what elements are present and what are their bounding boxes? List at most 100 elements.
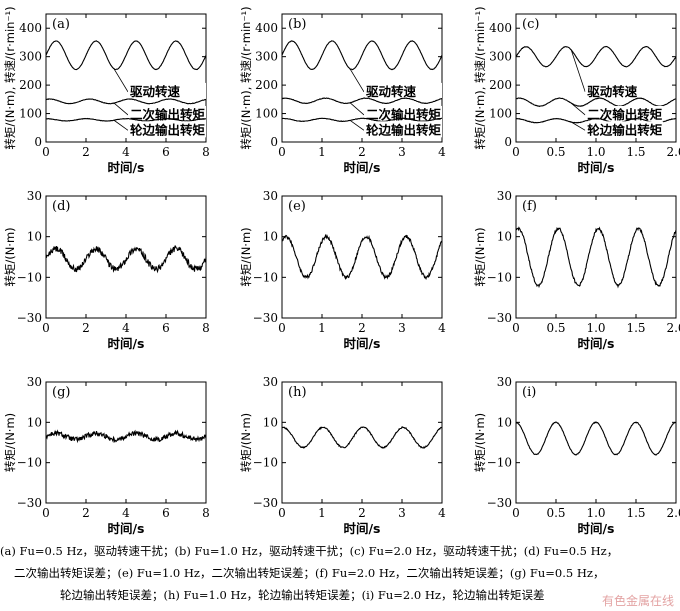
- y-tick-label: 300: [255, 50, 278, 64]
- y-tick-label: 10: [497, 415, 512, 429]
- x-tick-label: 2: [358, 145, 366, 159]
- x-tick-label: 2.0: [666, 321, 680, 335]
- y-tick-label: −10: [487, 456, 512, 470]
- series-line-轮边输出转矩: [46, 117, 207, 122]
- y-tick-label: 30: [27, 375, 42, 389]
- y-tick-label: −10: [487, 270, 512, 284]
- panel-d: 0 2 4 6 8 −30 −10 10 30 时间/s 转矩/(N·m) (d): [3, 189, 210, 351]
- y-tick-label: 30: [263, 189, 278, 203]
- y-tick-label: −10: [17, 456, 42, 470]
- y-axis-label: 转矩/(N·m), 转速/(r·min⁻¹): [473, 6, 487, 149]
- series-line-轮边输出转矩: [281, 117, 443, 123]
- x-tick-label: 2: [358, 321, 366, 335]
- panel-e: 0 1 2 3 4 −30 −10 10 30 时间/s 转矩/(N·m) (e): [239, 189, 446, 351]
- y-tick-label: −30: [17, 496, 42, 510]
- y-tick-label: −30: [253, 496, 278, 510]
- series-label: 轮边输出转矩: [587, 122, 663, 137]
- x-tick-label: 0: [278, 145, 286, 159]
- x-tick-label: 8: [202, 321, 210, 335]
- x-tick-label: 3: [398, 145, 406, 159]
- series-callout-line: [113, 68, 129, 93]
- y-tick-label: 30: [497, 375, 512, 389]
- series-callout-line: [570, 102, 586, 116]
- y-axis-label: 转矩/(N·m): [473, 413, 487, 472]
- y-tick-label: 10: [263, 415, 278, 429]
- y-axis-label: 转矩/(N·m): [239, 227, 253, 286]
- y-tick-label: 400: [19, 21, 42, 35]
- y-tick-label: 300: [489, 50, 512, 64]
- series-label-bg: [585, 105, 664, 122]
- panel-label: (f): [522, 199, 537, 214]
- series-label-bg: [128, 105, 206, 122]
- y-tick-label: 400: [489, 21, 512, 35]
- series-label-bg: [364, 121, 442, 138]
- panel-label: (g): [52, 385, 70, 400]
- x-tick-label: 0.5: [546, 145, 565, 159]
- series-line: [45, 245, 207, 274]
- panel-label: (e): [288, 199, 306, 214]
- y-tick-label: −30: [253, 311, 278, 325]
- x-tick-label: 3: [398, 506, 406, 520]
- series-label: 驱动转速: [587, 84, 638, 99]
- y-tick-label: 10: [27, 230, 42, 244]
- panel-label: (d): [52, 199, 70, 214]
- caption-line-3: 轮边输出转矩误差；(h) Fu=1.0 Hz，轮边输出转矩误差；(i) Fu=2…: [60, 588, 545, 602]
- y-tick-label: 10: [27, 415, 42, 429]
- x-axis-label: 时间/s: [577, 336, 614, 351]
- panel-label: (h): [288, 385, 307, 400]
- series-line: [281, 426, 443, 449]
- x-axis-label: 时间/s: [107, 160, 144, 175]
- x-tick-label: 4: [438, 506, 446, 520]
- panel-a: 0 2 4 6 8 0 100 200 300 400 时间/s 转矩/(N·m), 转速/(r·mi…: [3, 6, 210, 175]
- series-callout-line: [349, 120, 365, 131]
- x-tick-label: 1.5: [626, 321, 645, 335]
- series-callout-line: [113, 102, 129, 116]
- x-tick-label: 1.0: [586, 145, 605, 159]
- series-label: 轮边输出转矩: [366, 122, 442, 137]
- x-tick-label: 0: [512, 506, 520, 520]
- y-axis-label: 转矩/(N·m), 转速/(r·min⁻¹): [3, 6, 17, 149]
- x-tick-label: 0: [278, 321, 286, 335]
- series-line: [516, 421, 676, 456]
- y-tick-label: 200: [255, 78, 278, 92]
- x-tick-label: 1: [318, 145, 326, 159]
- x-tick-label: 0.5: [546, 506, 565, 520]
- x-tick-label: 2.0: [666, 145, 680, 159]
- y-axis-label: 转矩/(N·m): [473, 227, 487, 286]
- series-callout-line: [570, 49, 586, 93]
- series-line-二次输出转矩: [282, 97, 443, 105]
- y-tick-label: −10: [253, 270, 278, 284]
- panel-label: (b): [288, 17, 306, 32]
- series-label-bg: [364, 105, 442, 122]
- x-tick-label: 8: [202, 145, 210, 159]
- series-line: [515, 226, 677, 289]
- caption-line-2: 二次输出转矩误差；(e) Fu=1.0 Hz，二次输出转矩误差；(f) Fu=2…: [14, 566, 605, 580]
- caption-line-1: (a) Fu=0.5 Hz，驱动转速干扰；(b) Fu=1.0 Hz，驱动转速干…: [0, 544, 619, 558]
- x-tick-label: 0: [512, 145, 520, 159]
- y-tick-label: −30: [487, 496, 512, 510]
- y-tick-label: 400: [255, 21, 278, 35]
- series-label-bg: [364, 82, 442, 99]
- y-tick-label: 10: [497, 230, 512, 244]
- x-tick-label: 1.5: [626, 145, 645, 159]
- y-tick-label: 0: [504, 135, 512, 149]
- panel-c: 0 0.5 1.0 1.5 2.0 0 100 200 300 400 时间/s 转矩/(N·m), …: [473, 6, 680, 175]
- x-tick-label: 1.0: [586, 506, 605, 520]
- figure-caption: (a) Fu=0.5 Hz，驱动转速干扰；(b) Fu=1.0 Hz，驱动转速干…: [0, 540, 680, 606]
- x-axis-label: 时间/s: [577, 160, 614, 175]
- series-label-bg: [128, 121, 206, 138]
- plot-frame: [45, 381, 207, 504]
- series-line-驱动转速: [515, 45, 677, 68]
- x-tick-label: 0.5: [546, 321, 565, 335]
- y-tick-label: 30: [263, 375, 278, 389]
- series-label: 驱动转速: [366, 84, 417, 99]
- x-tick-label: 1: [318, 321, 326, 335]
- x-tick-label: 2.0: [666, 506, 680, 520]
- plot-frame: [281, 195, 443, 319]
- y-tick-label: −30: [17, 311, 42, 325]
- panel-f: 0 0.5 1.0 1.5 2.0 −30 −10 10 30 时间/s 转矩/(N·m) (f): [473, 189, 680, 351]
- x-tick-label: 3: [398, 321, 406, 335]
- y-tick-label: 100: [489, 107, 512, 121]
- plot-frame: [515, 195, 677, 319]
